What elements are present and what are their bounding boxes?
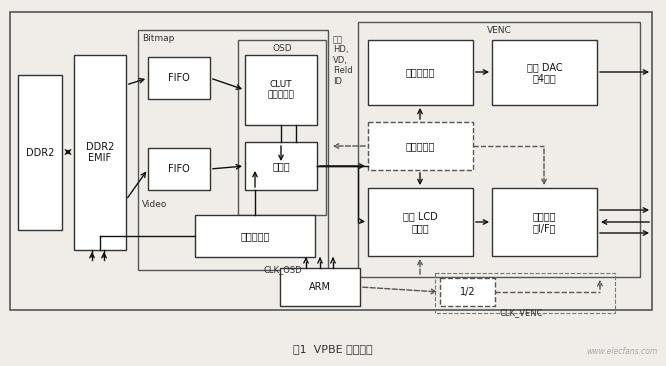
Text: ARM: ARM bbox=[309, 282, 331, 292]
Bar bbox=[368, 40, 473, 105]
Bar bbox=[238, 40, 326, 215]
Text: 1/2: 1/2 bbox=[460, 287, 476, 297]
Text: 图1  VPBE 整体架构: 图1 VPBE 整体架构 bbox=[293, 344, 373, 354]
Bar bbox=[245, 142, 317, 190]
Text: FIFO: FIFO bbox=[168, 73, 190, 83]
Text: 显示控制器: 显示控制器 bbox=[240, 231, 270, 241]
Bar bbox=[74, 55, 126, 250]
Bar bbox=[435, 273, 615, 313]
Text: CLK_VENC: CLK_VENC bbox=[500, 308, 543, 317]
Text: www.elecfans.com: www.elecfans.com bbox=[587, 347, 658, 356]
Text: Bitmap: Bitmap bbox=[142, 34, 174, 43]
Text: CLK_OSD: CLK_OSD bbox=[263, 265, 302, 274]
Text: 数字视频
（I/F）: 数字视频 （I/F） bbox=[533, 211, 556, 233]
Bar bbox=[368, 122, 473, 170]
Text: 视频 DAC
（4个）: 视频 DAC （4个） bbox=[527, 62, 562, 83]
Text: OSD: OSD bbox=[272, 44, 292, 53]
Text: 视频编码器: 视频编码器 bbox=[406, 67, 435, 78]
Bar bbox=[245, 55, 317, 125]
Bar bbox=[148, 148, 210, 190]
Text: VENC: VENC bbox=[487, 26, 511, 35]
Bar bbox=[138, 30, 328, 270]
Bar bbox=[492, 188, 597, 256]
Text: 数字 LCD
控制器: 数字 LCD 控制器 bbox=[403, 211, 438, 233]
Text: DDR2: DDR2 bbox=[26, 147, 54, 157]
Bar bbox=[148, 57, 210, 99]
Bar bbox=[18, 75, 62, 230]
Text: DDR2
EMIF: DDR2 EMIF bbox=[86, 142, 114, 163]
Text: 信号
HD,
VD,
Field
ID: 信号 HD, VD, Field ID bbox=[333, 35, 352, 86]
Bar bbox=[195, 215, 315, 257]
Bar bbox=[492, 40, 597, 105]
Bar bbox=[358, 22, 640, 277]
Bar bbox=[280, 268, 360, 306]
Text: FIFO: FIFO bbox=[168, 164, 190, 174]
Text: Video: Video bbox=[142, 200, 167, 209]
Text: CLUT
和属性窗口: CLUT 和属性窗口 bbox=[268, 80, 294, 100]
Text: 混合器: 混合器 bbox=[272, 161, 290, 171]
Bar bbox=[368, 188, 473, 256]
Text: 时序发生器: 时序发生器 bbox=[406, 141, 435, 151]
Bar bbox=[10, 12, 652, 310]
Bar bbox=[440, 278, 495, 306]
